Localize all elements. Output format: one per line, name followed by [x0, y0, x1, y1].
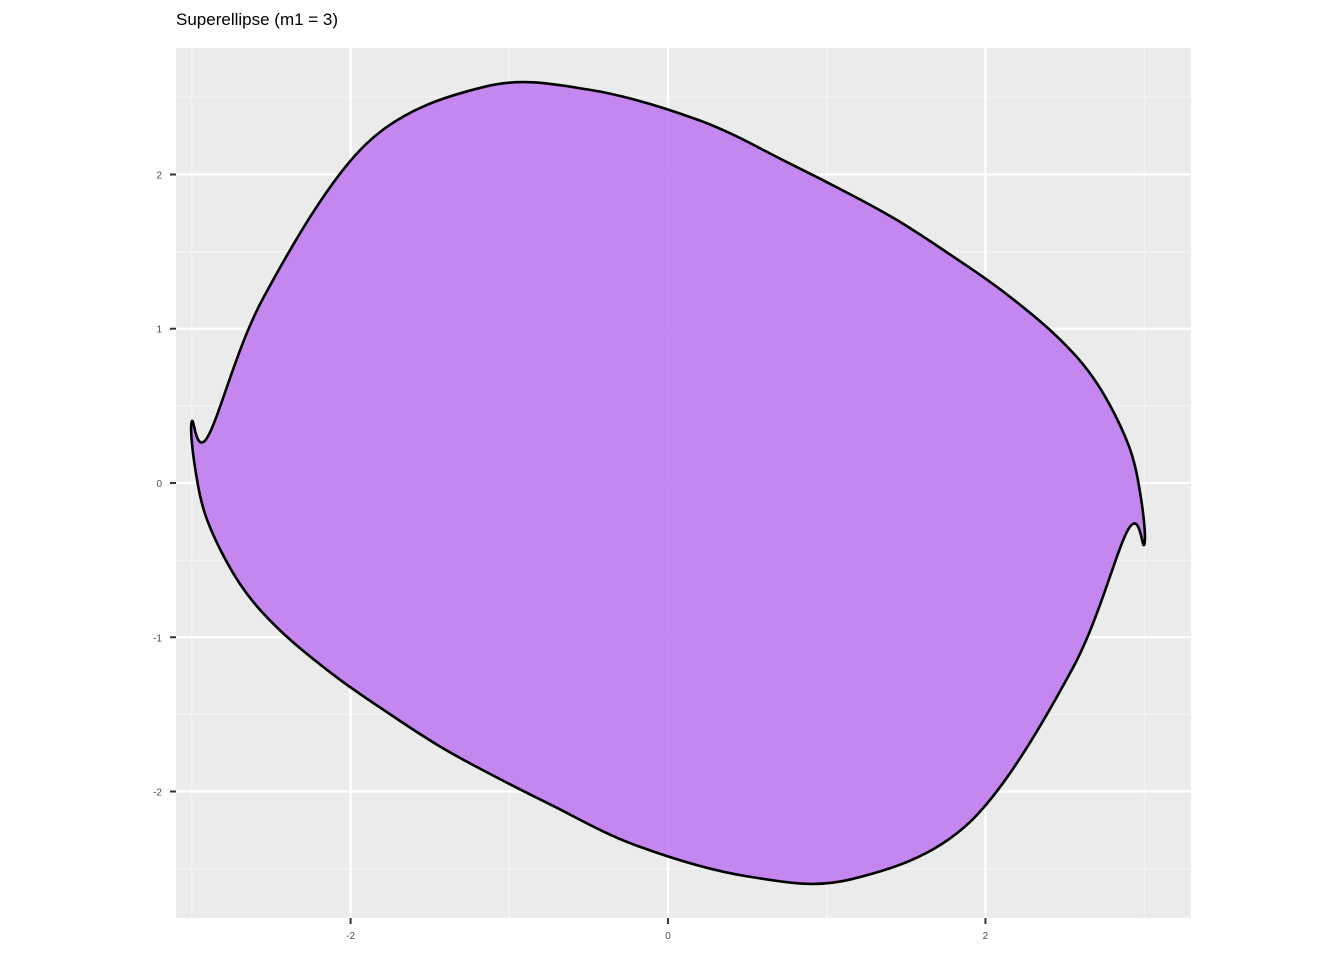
- y-tick-label: -2: [153, 788, 162, 799]
- chart-title: Superellipse (m1 = 3): [176, 10, 339, 29]
- x-tick-label: -2: [346, 931, 355, 942]
- y-tick-label: -1: [153, 633, 162, 644]
- x-tick-label: 0: [665, 931, 671, 942]
- y-tick-label: 1: [156, 325, 162, 336]
- x-tick-label: 2: [983, 931, 989, 942]
- y-tick-label: 0: [156, 479, 162, 490]
- superellipse-shape: [189, 80, 1147, 886]
- y-tick-label: 2: [156, 170, 162, 181]
- y-axis: -2 -1 0 1 2: [153, 170, 176, 799]
- x-axis: -2 0 2: [346, 918, 989, 942]
- shape-layer: [189, 80, 1147, 886]
